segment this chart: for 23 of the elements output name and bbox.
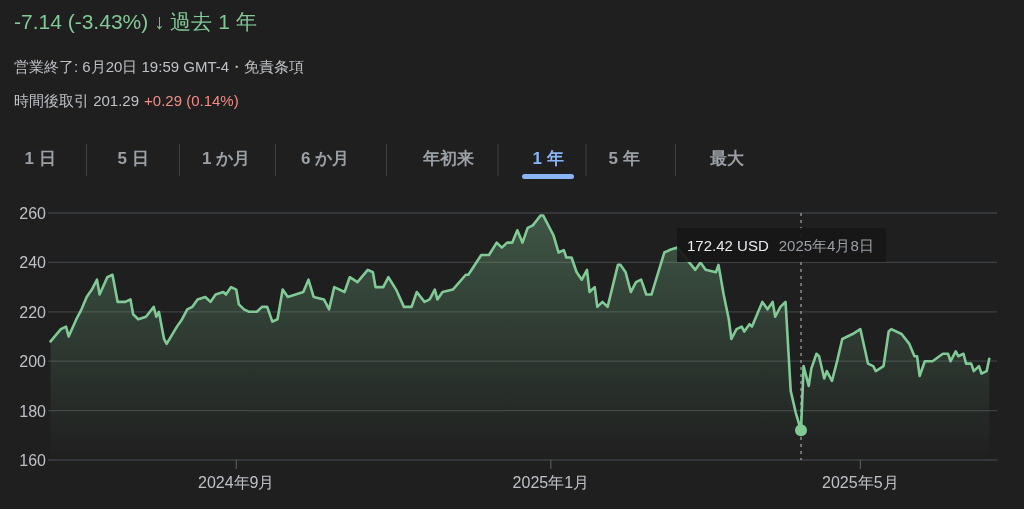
y-tick-label: 260: [19, 205, 47, 222]
annotation: 2025年4月8日: [778, 237, 874, 254]
text: 5 年: [608, 149, 640, 168]
text: 年初来: [421, 149, 474, 168]
y-tick-label: 240: [19, 254, 47, 272]
text: +0.29 (0.14%): [144, 92, 239, 109]
x-tick-label: 2024年9月: [198, 474, 275, 491]
y-tick-label: 160: [19, 452, 47, 469]
y-tick-label: 220: [19, 303, 47, 321]
x-tick-label: 2025年1月: [512, 474, 590, 491]
text: 最大: [709, 149, 745, 168]
annotation: 172.42 USD: [687, 237, 769, 254]
chart-title: -7.14 (-3.43%) ↓ 過去 1 年: [14, 10, 257, 33]
text: 1 年: [532, 149, 564, 168]
x-tick-label: 2025年5月: [822, 474, 899, 491]
chart-subtitle: 営業終了: 6月20日 19:59 GMT-4・免責条項: [14, 58, 305, 75]
y-tick-label: 180: [19, 402, 47, 420]
text: 時間後取引 201.29: [14, 92, 140, 109]
text: 5 日: [117, 149, 149, 168]
text: 1 日: [24, 149, 56, 168]
y-tick-label: 200: [19, 353, 47, 371]
text: 6 か月: [300, 149, 350, 168]
text: 1 か月: [201, 149, 251, 168]
